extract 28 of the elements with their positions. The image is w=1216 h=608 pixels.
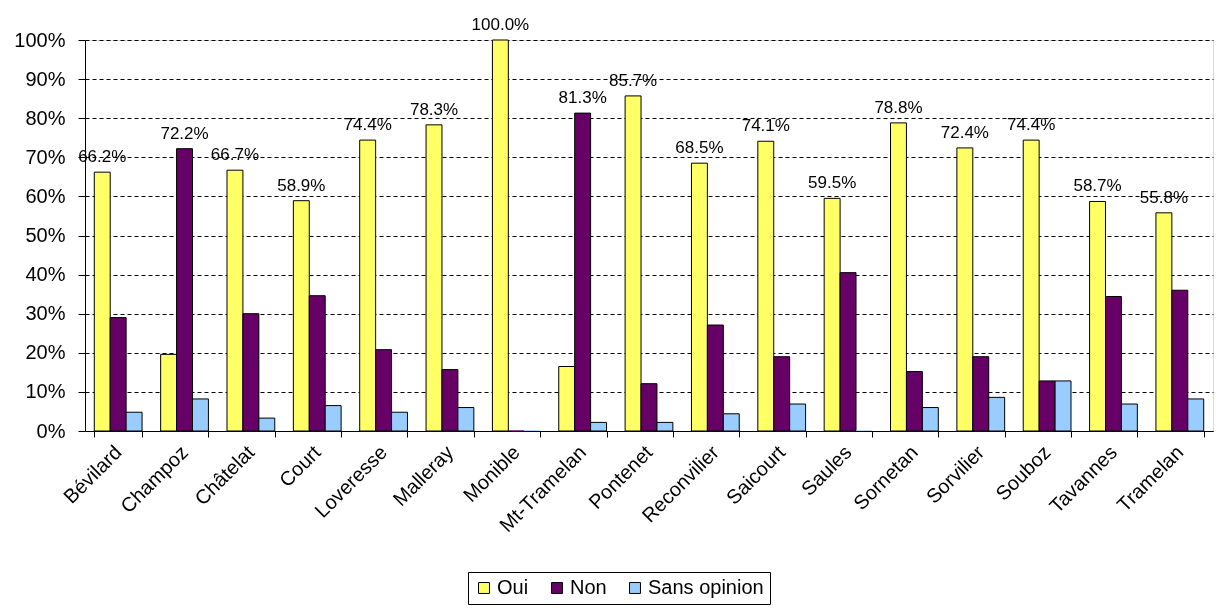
- data-label: 68.5%: [675, 138, 724, 158]
- y-tick-label: 40%: [25, 263, 66, 286]
- data-label: 59.5%: [808, 173, 857, 193]
- data-label: 85.7%: [608, 70, 658, 90]
- y-tick-label: 100%: [14, 28, 66, 51]
- data-label: 66.7%: [210, 145, 260, 165]
- legend-label: Non: [570, 576, 607, 598]
- y-tick-label: 70%: [25, 145, 66, 168]
- y-tick-label: 60%: [25, 184, 66, 207]
- y-tick-label: 10%: [25, 380, 66, 403]
- data-label: 72.2%: [160, 123, 209, 143]
- data-label: 78.3%: [409, 99, 459, 119]
- legend-label: Oui: [497, 576, 529, 598]
- data-label: 58.9%: [277, 175, 326, 195]
- data-label: 74.1%: [741, 116, 790, 136]
- y-tick-label: 50%: [25, 224, 66, 246]
- legend-label: Sans opinion: [648, 576, 764, 598]
- y-tick-label: 20%: [25, 341, 66, 364]
- data-label: 72.4%: [940, 122, 989, 142]
- y-tick-label: 30%: [25, 302, 66, 325]
- data-label: 58.7%: [1073, 176, 1122, 196]
- y-tick-label: 90%: [25, 67, 66, 90]
- y-tick-label: 80%: [25, 106, 66, 129]
- data-label: 81.3%: [558, 88, 607, 108]
- data-label: 100.0%: [471, 15, 530, 34]
- y-tick-label: 0%: [36, 419, 66, 442]
- data-label: 74.4%: [1007, 115, 1056, 135]
- data-label: 78.8%: [874, 97, 923, 117]
